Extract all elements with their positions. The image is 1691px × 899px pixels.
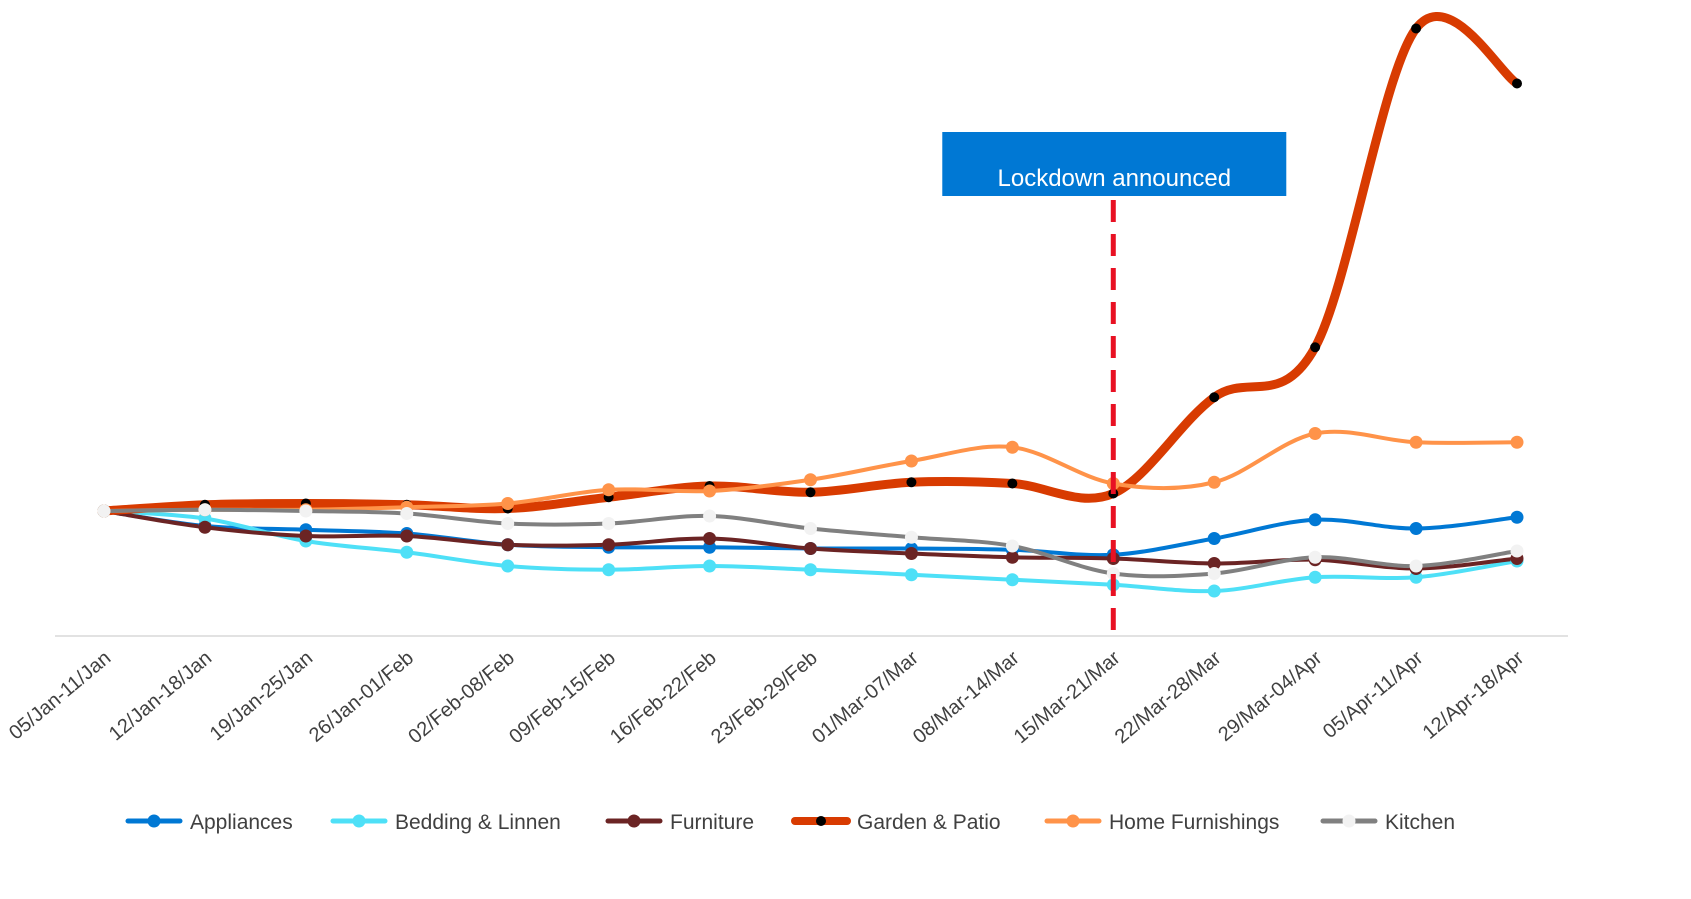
data-point	[602, 517, 616, 530]
data-point	[904, 454, 918, 468]
data-point	[1510, 544, 1524, 558]
x-tick-label: 01/Mar-07/Mar	[808, 647, 923, 748]
x-tick-label: 09/Feb-15/Feb	[505, 647, 620, 748]
data-point	[1207, 532, 1221, 545]
data-point	[1310, 342, 1321, 353]
data-point	[1106, 567, 1120, 580]
data-point	[1209, 392, 1220, 403]
data-point	[805, 487, 816, 498]
data-point	[1207, 557, 1221, 570]
data-point	[1308, 570, 1322, 584]
data-point	[1510, 510, 1524, 524]
data-point	[703, 532, 717, 545]
data-point	[501, 559, 515, 573]
legend-label: Bedding & Linnen	[395, 811, 561, 834]
data-point	[400, 507, 414, 520]
legend-marker	[816, 816, 826, 826]
x-tick-label: 23/Feb-29/Feb	[707, 647, 822, 748]
annotation-box	[942, 132, 1287, 196]
data-point	[299, 504, 313, 518]
x-tick-label: 15/Mar-21/Mar	[1010, 647, 1125, 748]
data-point	[1005, 440, 1019, 454]
x-tick-label: 12/Jan-18/Jan	[105, 647, 216, 745]
data-point	[198, 503, 212, 517]
data-point	[1007, 478, 1018, 489]
data-point	[904, 547, 918, 560]
x-tick-label: 08/Mar-14/Mar	[909, 647, 1024, 748]
data-point	[1308, 427, 1322, 440]
data-point	[1005, 550, 1019, 564]
data-point	[804, 522, 817, 535]
data-point	[904, 568, 918, 582]
data-point	[400, 545, 414, 559]
series-line	[99, 12, 1522, 516]
data-point	[904, 530, 918, 544]
x-tick-label: 05/Apr-11/Apr	[1319, 647, 1428, 743]
legend-label: Garden & Patio	[857, 811, 1001, 834]
legend-marker	[147, 814, 161, 828]
data-point	[1308, 513, 1322, 527]
data-point	[1510, 435, 1524, 449]
data-point	[198, 520, 212, 534]
data-point	[1005, 573, 1019, 587]
data-point	[602, 483, 616, 497]
data-point	[804, 563, 817, 577]
data-point	[804, 542, 817, 555]
x-tick-label: 12/Apr-18/Apr	[1419, 647, 1529, 744]
data-point	[1409, 559, 1423, 573]
data-point	[1308, 550, 1322, 564]
data-point	[1207, 475, 1221, 489]
legend-label: Appliances	[190, 811, 293, 834]
legend-marker	[1066, 814, 1080, 828]
x-tick-label: 16/Feb-22/Feb	[606, 647, 721, 748]
x-tick-label: 22/Mar-28/Mar	[1111, 647, 1226, 748]
data-point	[400, 529, 414, 543]
data-point	[97, 504, 111, 518]
data-point	[1512, 78, 1522, 89]
data-point	[1005, 539, 1019, 553]
data-point	[906, 477, 917, 488]
data-point	[1409, 522, 1423, 535]
legend-label: Furniture	[670, 811, 754, 834]
legend-label: Home Furnishings	[1109, 811, 1279, 834]
data-point	[1409, 435, 1423, 449]
legend-marker	[627, 814, 641, 828]
data-point	[703, 559, 717, 573]
legend-marker	[352, 814, 366, 828]
data-point	[703, 509, 717, 523]
data-point	[804, 473, 817, 487]
legend-marker	[1342, 814, 1356, 828]
data-point	[299, 529, 313, 543]
x-tick-label: 29/Mar-04/Apr	[1214, 647, 1326, 746]
data-point	[501, 517, 515, 530]
data-point	[703, 484, 717, 498]
data-point	[501, 538, 515, 552]
data-point	[501, 497, 515, 510]
data-point	[1207, 567, 1221, 580]
annotation-text: Lockdown announced	[998, 165, 1232, 192]
x-tick-label: 19/Jan-25/Jan	[206, 647, 317, 745]
x-tick-label: 02/Feb-08/Feb	[404, 647, 519, 748]
x-tick-label: 26/Jan-01/Feb	[305, 647, 418, 747]
legend-label: Kitchen	[1385, 811, 1455, 834]
data-point	[1411, 23, 1422, 34]
x-tick-label: 05/Jan-11/Jan	[5, 647, 115, 744]
data-point	[1207, 584, 1221, 598]
data-point	[602, 538, 616, 552]
data-point	[602, 563, 616, 577]
